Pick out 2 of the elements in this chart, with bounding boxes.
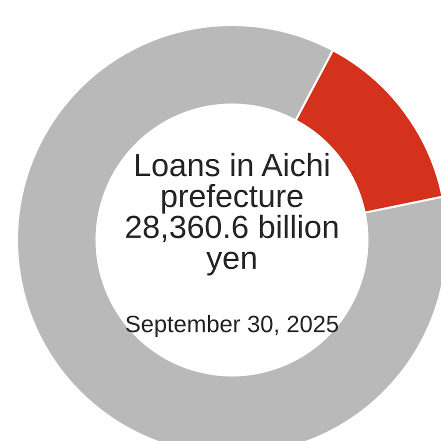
text: September 30, 2025 (126, 314, 338, 338)
text: Loans in Aichi prefecture 28,360.6 billion yen (126, 152, 338, 276)
